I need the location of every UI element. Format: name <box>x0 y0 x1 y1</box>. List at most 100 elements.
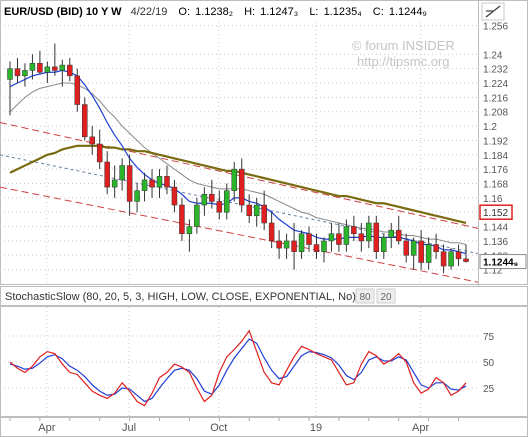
candle <box>388 222 394 249</box>
time-tick-label: Oct <box>210 422 227 434</box>
candle-body-down <box>89 136 95 145</box>
candle <box>194 197 200 234</box>
candle-body-down <box>82 104 88 138</box>
candle <box>44 61 51 84</box>
candle-body-up <box>156 176 163 188</box>
candle <box>37 50 43 75</box>
stochastic-tick-label: 50 <box>483 358 495 369</box>
stochastic-tick-label: 75 <box>483 332 495 343</box>
candle <box>433 233 439 259</box>
candle-body-up <box>59 64 66 71</box>
candle <box>448 248 454 270</box>
watermark-line1: © forum INSIDER <box>352 38 455 53</box>
candle-body-down <box>336 233 342 245</box>
candle <box>425 237 432 270</box>
candle <box>96 129 103 170</box>
channel-lower <box>0 186 478 283</box>
candle-body-down <box>149 179 155 188</box>
candle-body-down <box>246 204 252 217</box>
candle-body-down <box>104 161 110 188</box>
candle-body-down <box>238 168 245 206</box>
price-tick-label: 1.216 <box>483 93 508 104</box>
indicator-label[interactable]: StochasticSlow (80, 20, 5, 3, HIGH, LOW,… <box>5 291 356 303</box>
symbol-label[interactable]: EUR/USD (BID) 10 Y W <box>4 6 122 18</box>
candle <box>201 187 208 216</box>
candle <box>440 244 447 274</box>
candle <box>141 172 148 202</box>
candle-body-up <box>224 190 230 213</box>
candle-body-down <box>261 204 267 224</box>
stochastic-tick-label: 25 <box>483 384 495 395</box>
price-tick-label: 1.144 <box>483 223 508 234</box>
candle-body-down <box>14 68 21 77</box>
draw-line-icon[interactable] <box>481 2 505 21</box>
candle-body-down <box>179 204 185 235</box>
candle-body-up <box>119 165 125 181</box>
price-tick-label: 1.232 <box>483 65 508 76</box>
candle <box>186 219 193 252</box>
candle <box>328 222 335 252</box>
candle <box>253 197 260 227</box>
stochastic-lines <box>9 329 467 407</box>
quote-header: EUR/USD (BID) 10 Y W 4/22/19 O: 1.1238₂ … <box>4 6 427 18</box>
indicator-badge-80[interactable] <box>355 288 375 304</box>
candle-body-up <box>388 229 394 238</box>
candle <box>134 183 140 213</box>
candle-body-up <box>7 68 13 80</box>
candle-body-down <box>313 244 320 252</box>
candle-body-up <box>328 233 335 242</box>
candle-body-up <box>134 190 140 202</box>
candle <box>381 233 387 259</box>
watermark-line2: http://tipsmc.org <box>357 54 449 69</box>
low-label: L: <box>309 6 318 18</box>
price-tick-label: 1.2 <box>483 122 497 133</box>
candle-body-down <box>209 194 215 202</box>
candle <box>231 161 238 202</box>
candle-body-up <box>298 233 305 252</box>
price-tick-label: 1.208 <box>483 108 508 119</box>
low-value: 1.1235₄ <box>324 6 363 18</box>
indicator-badge-20[interactable] <box>376 288 396 304</box>
candle <box>298 230 305 259</box>
candle-body-down <box>351 226 357 235</box>
candle-body-down <box>373 222 380 252</box>
open-value: 1.1238₂ <box>195 6 233 18</box>
candle-body-down <box>358 233 365 242</box>
last-price-label: 1.1244₉ <box>483 258 518 269</box>
candle <box>52 43 58 76</box>
candle <box>29 54 36 80</box>
price-tick-label: 1.136 <box>483 237 508 248</box>
candle <box>238 158 245 213</box>
price-axis: 1.256 1.24 1.232 1.224 1.216 1.208 1.2 1.192 1.1… <box>479 22 527 277</box>
candle <box>209 179 215 209</box>
indicator-badge-80-text: 80 <box>359 292 371 303</box>
last-price-tag <box>479 254 527 270</box>
candle-body-down <box>276 240 282 249</box>
stochastic-axis: 75 50 25 <box>483 332 495 395</box>
candle <box>455 244 462 267</box>
candle-body-down <box>440 251 447 267</box>
bar-date: 4/22/19 <box>131 6 168 18</box>
candle-body-down <box>67 64 73 77</box>
candle-body-up <box>343 226 350 245</box>
candle <box>22 63 28 87</box>
candle <box>59 59 66 87</box>
price-highlight-box <box>479 204 513 220</box>
open-label: O: <box>178 6 190 18</box>
candle <box>343 219 350 252</box>
time-tick-label: 19 <box>310 422 322 434</box>
candle <box>82 97 88 141</box>
time-axis: Apr Jul Oct 19 Apr <box>9 418 460 434</box>
candle <box>463 244 469 263</box>
candle-body-up <box>194 204 200 227</box>
candle-body-up <box>22 70 28 77</box>
candle-body-up <box>141 179 148 191</box>
candle-body-up <box>410 240 417 256</box>
header-bar <box>1 1 477 20</box>
candle <box>321 237 327 263</box>
candle-body-down <box>433 244 439 252</box>
candle-body-up <box>186 226 193 235</box>
high-label: H: <box>244 6 255 18</box>
candle-body-up <box>366 222 372 242</box>
